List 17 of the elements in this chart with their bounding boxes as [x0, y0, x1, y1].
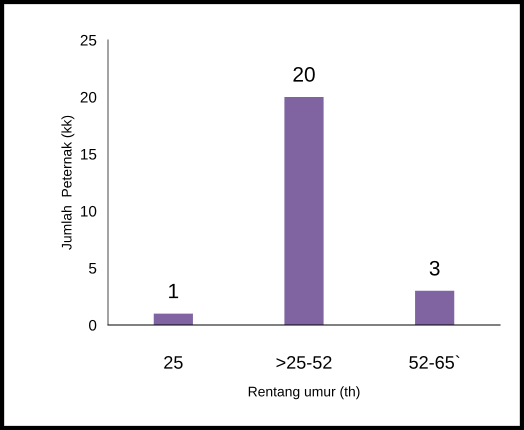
data-label: 3 [430, 260, 440, 276]
x-tick-label: 25 [164, 356, 183, 369]
data-label: 20 [293, 67, 315, 82]
x-tick-label: 52-65` [409, 355, 460, 369]
bar [154, 314, 193, 325]
bar [284, 97, 324, 325]
data-label: 1 [169, 284, 178, 298]
y-tick-label: 20 [80, 92, 96, 103]
y-axis-title: Jumlah Peternak (kk) [61, 116, 74, 250]
bar [415, 290, 454, 325]
y-tick-label: 0 [88, 320, 96, 331]
x-tick-label: >25-52 [276, 356, 332, 369]
y-tick-label: 5 [89, 263, 96, 274]
y-tick-label: 15 [81, 149, 96, 160]
y-tick-label: 10 [81, 206, 96, 217]
x-axis-title: Rentang umur (th) [248, 386, 360, 400]
y-tick-label: 25 [80, 34, 96, 46]
